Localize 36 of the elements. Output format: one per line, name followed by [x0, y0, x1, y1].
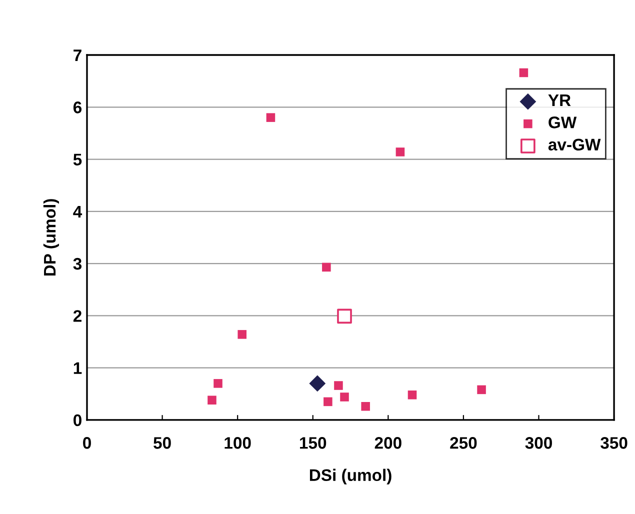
point	[309, 375, 326, 392]
point	[324, 397, 332, 406]
point	[322, 262, 331, 272]
y-tick-label: 4	[73, 206, 82, 218]
y-tick-label: 6	[73, 102, 82, 114]
x-tick-label: 0	[83, 437, 91, 449]
point	[238, 330, 246, 339]
x-tick-label: 50	[154, 437, 171, 449]
y-tick-label: 1	[74, 362, 82, 374]
point	[266, 113, 276, 122]
legend-label: av-GW	[548, 138, 601, 151]
y-tick-label: 5	[73, 154, 82, 166]
legend-label: GW	[548, 116, 577, 128]
point	[334, 381, 343, 390]
point	[408, 390, 417, 400]
point	[214, 379, 222, 388]
x-tick-label: 200	[374, 437, 402, 449]
point	[519, 68, 528, 78]
point	[361, 402, 370, 411]
y-axis-title: DP (umol)	[43, 199, 59, 276]
y-tick-label: 2	[73, 310, 82, 322]
x-tick-label: 350	[600, 437, 628, 449]
point	[396, 148, 405, 156]
x-tick-label: 300	[525, 437, 552, 449]
y-tick-label: 7	[74, 50, 82, 62]
point	[477, 385, 486, 394]
y-tick-label: 0	[74, 414, 82, 426]
y-tick-label: 3	[73, 258, 82, 270]
legend-label: YR	[548, 94, 571, 106]
x-tick-label: 250	[450, 437, 477, 449]
point	[208, 396, 216, 405]
x-tick-label: 150	[300, 437, 326, 449]
point	[337, 308, 352, 324]
x-axis-title: DSi (umol)	[310, 468, 392, 484]
point	[340, 392, 349, 402]
x-tick-label: 100	[224, 437, 251, 449]
